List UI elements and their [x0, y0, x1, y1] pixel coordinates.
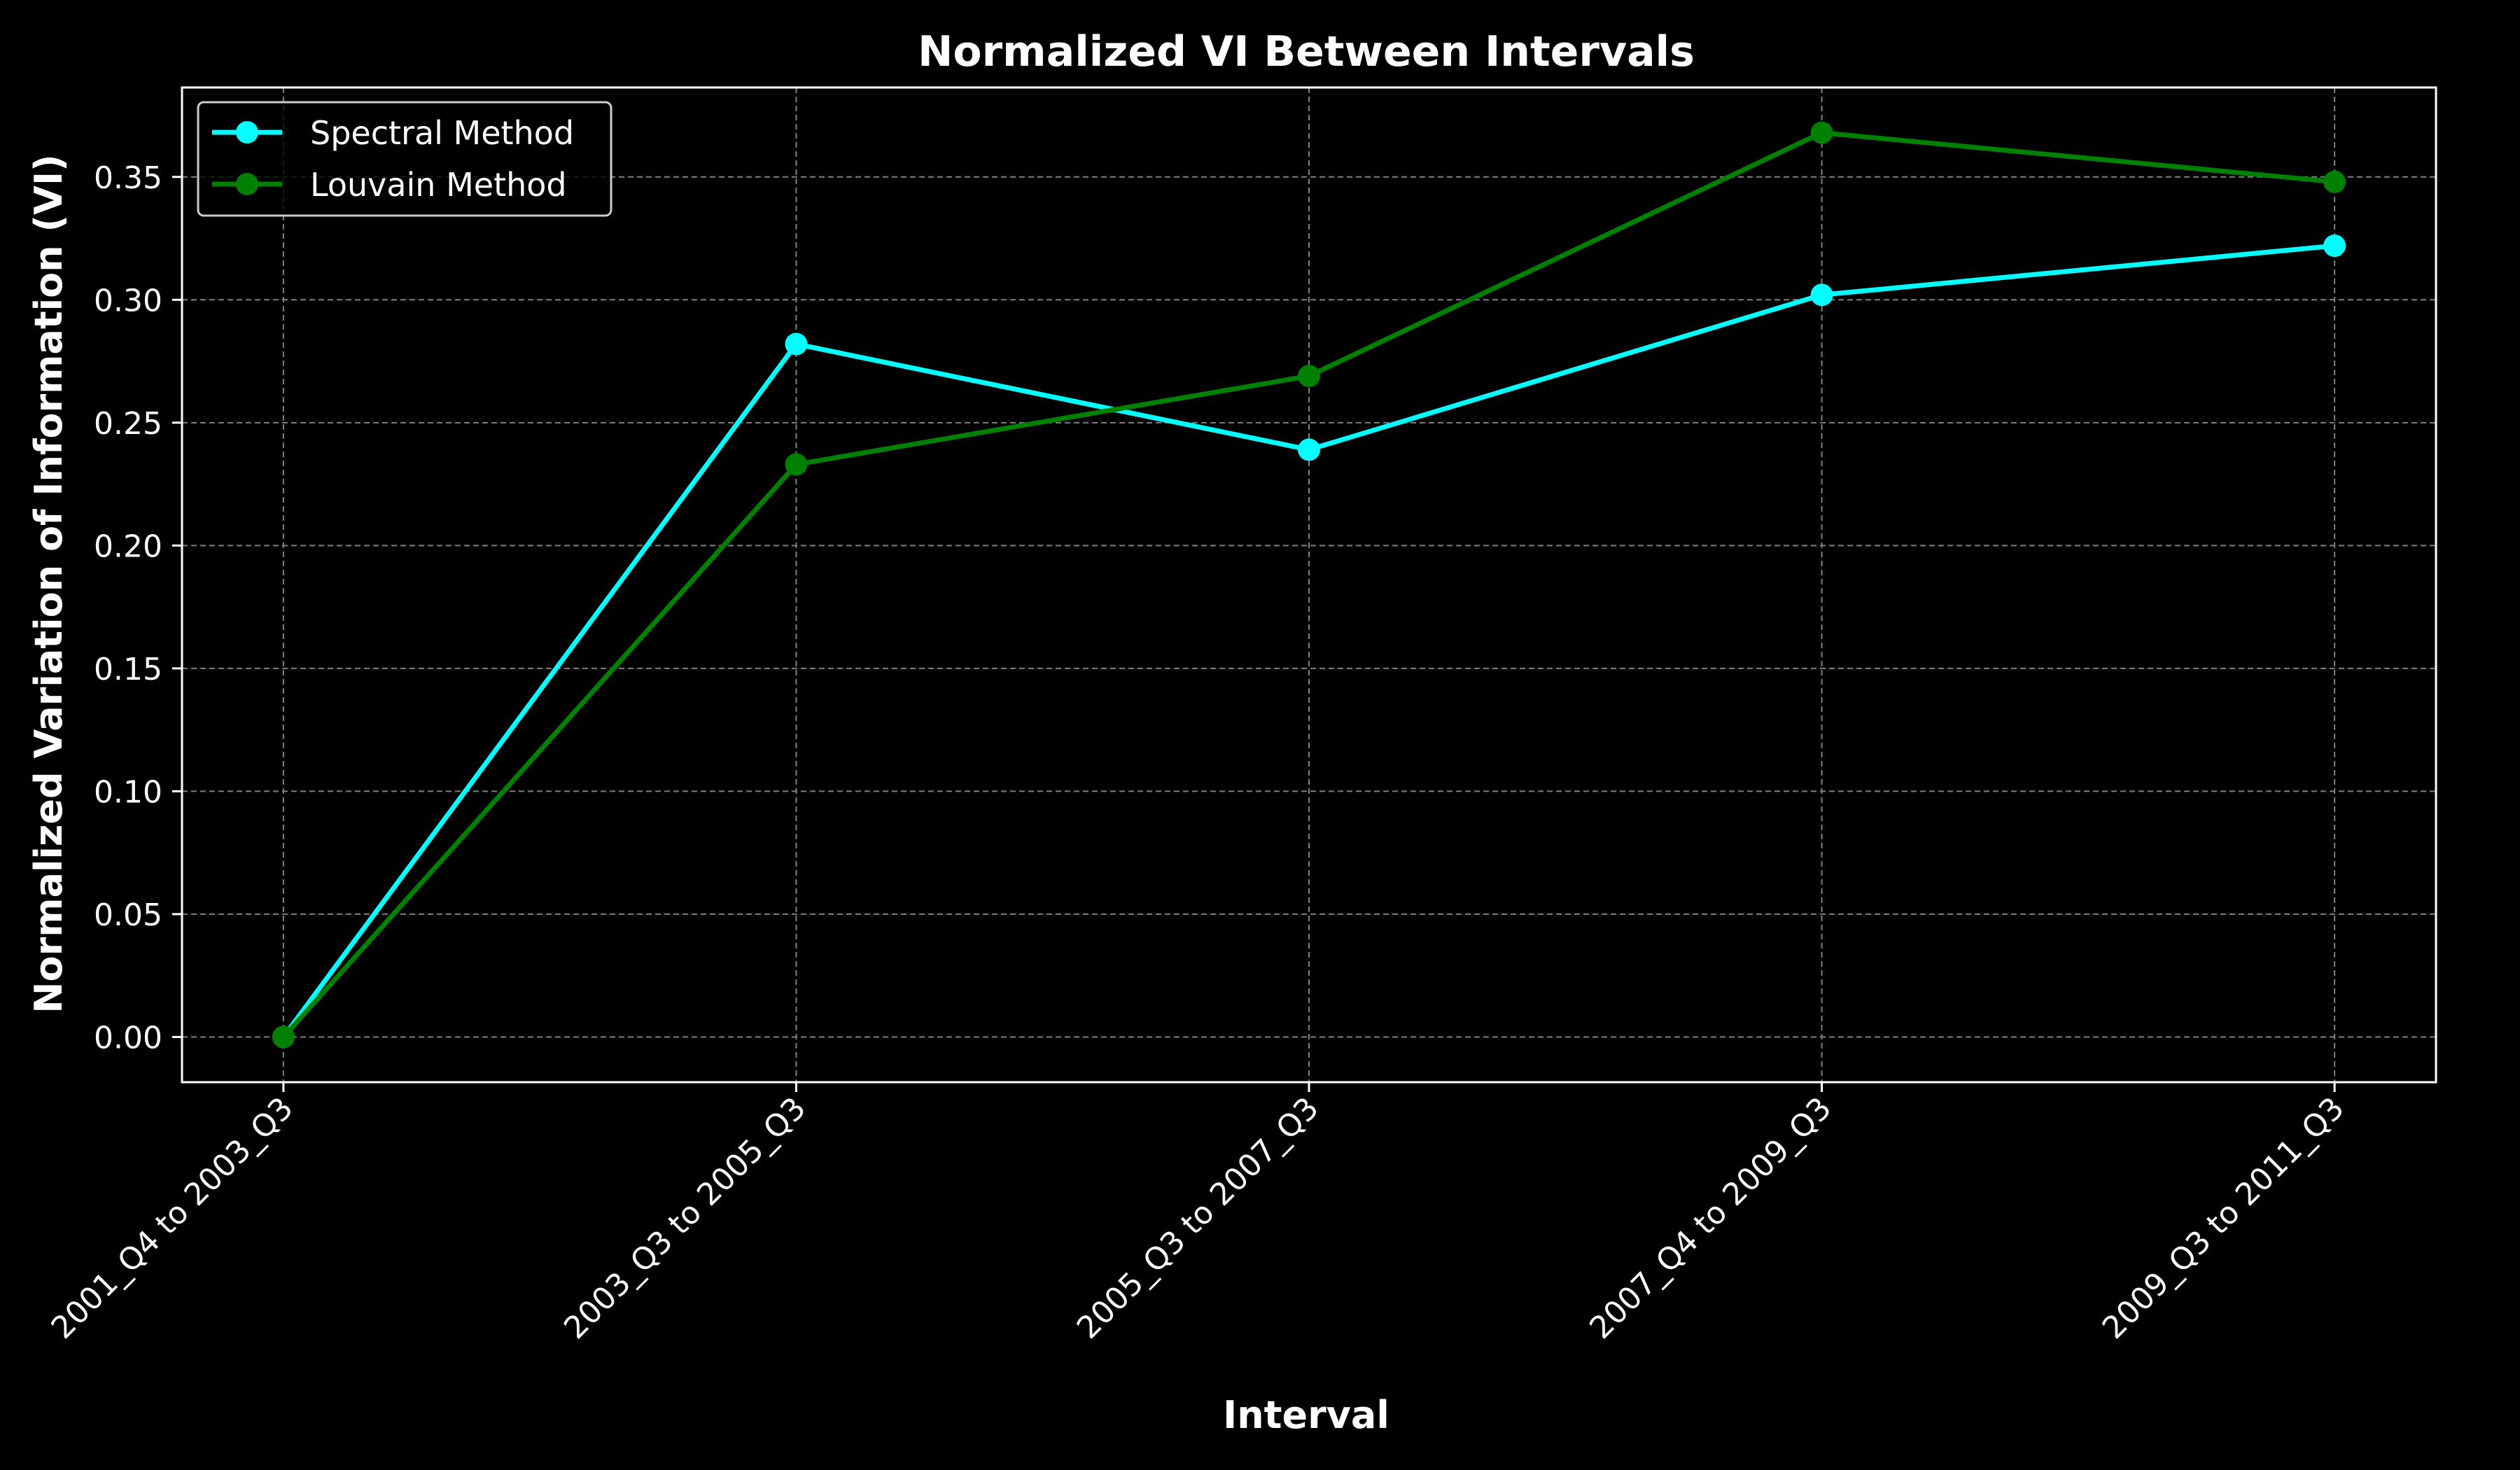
y-tick-label: 0.20: [94, 528, 162, 564]
y-tick-label: 0.10: [94, 774, 162, 810]
data-point: [785, 332, 808, 356]
legend-label-louvain: Louvain Method: [310, 166, 567, 204]
legend-marker-louvain: [236, 173, 258, 195]
y-tick-label: 0.05: [94, 897, 162, 933]
x-axis-label: Interval: [1223, 1393, 1390, 1437]
chart-title: Normalized VI Between Intervals: [918, 27, 1695, 76]
y-tick-label: 0.30: [94, 283, 162, 318]
legend: Spectral Method Louvain Method: [197, 101, 612, 217]
data-point: [1810, 121, 1833, 144]
legend-box: [197, 101, 612, 217]
y-tick-label: 0.00: [94, 1020, 162, 1056]
data-point: [1298, 438, 1320, 461]
y-tick-label: 0.35: [94, 160, 162, 196]
data-point: [2323, 234, 2346, 258]
y-axis-label: Normalized Variation of Information (VI): [27, 154, 71, 1013]
series-layer: [272, 121, 2346, 1049]
data-point: [2323, 170, 2346, 193]
data-point: [272, 1026, 295, 1049]
data-point: [785, 453, 808, 476]
y-tick-label: 0.25: [94, 406, 162, 442]
data-point: [1810, 284, 1833, 307]
legend-marker-spectral: [236, 121, 258, 144]
legend-label-spectral: Spectral Method: [310, 114, 574, 152]
y-axis-ticks: 0.00 0.05 0.10 0.15 0.20 0.25 0.30 0.35: [94, 160, 182, 1056]
y-tick-label: 0.15: [94, 652, 162, 687]
data-point: [1298, 365, 1320, 388]
